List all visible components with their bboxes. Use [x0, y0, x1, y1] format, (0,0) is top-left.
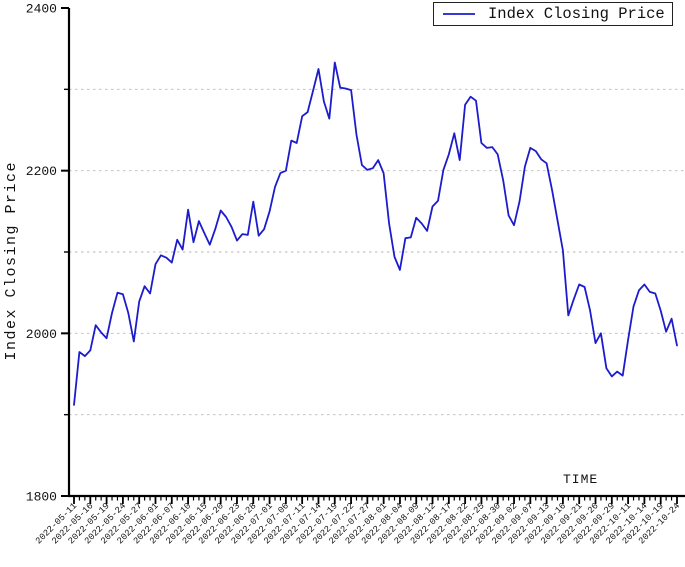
legend-line-sample-icon [443, 13, 475, 15]
index-closing-price-line [73, 61, 678, 406]
legend-entry-label: Index Closing Price [488, 5, 665, 23]
y-tick-label: 1800 [26, 490, 57, 505]
y-axis-label: Index Closing Price [2, 161, 20, 361]
x-axis-label: TIME [563, 472, 599, 487]
y-tick-label: 2200 [26, 164, 57, 179]
y-tick-label: 2400 [26, 2, 57, 17]
legend-box: Index Closing Price [433, 2, 673, 26]
y-axis-label-container: Index Closing Price [0, 0, 22, 567]
y-tick-label: 2000 [26, 327, 57, 342]
